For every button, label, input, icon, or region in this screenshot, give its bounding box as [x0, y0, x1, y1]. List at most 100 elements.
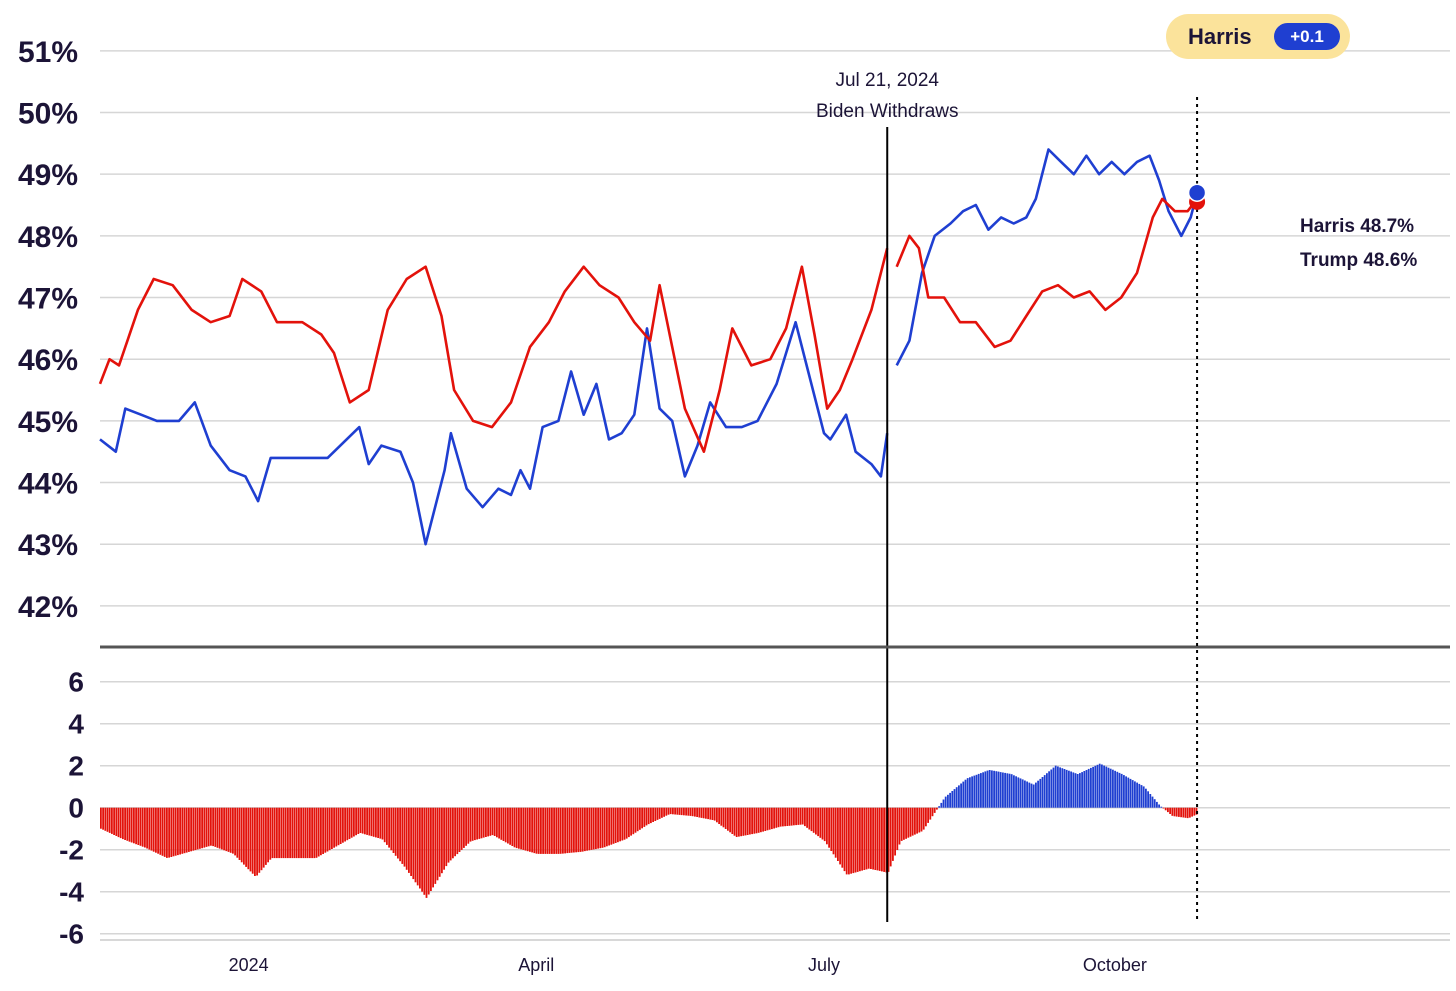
- margin-bar: [311, 807, 313, 859]
- margin-bar: [691, 807, 694, 817]
- margin-bar: [900, 807, 903, 841]
- margin-bar: [925, 807, 927, 827]
- margin-bar: [669, 807, 672, 815]
- y-tick-label: 48%: [18, 221, 78, 254]
- margin-bar: [137, 807, 140, 845]
- x-tick-label: 2024: [229, 955, 269, 975]
- margin-bar: [148, 807, 151, 850]
- margin-bar: [260, 807, 263, 871]
- margin-bar: [1017, 777, 1020, 808]
- margin-bar: [819, 807, 822, 838]
- margin-bar: [588, 807, 591, 851]
- margin-bar: [339, 807, 342, 844]
- margin-bar: [797, 807, 800, 825]
- margin-bar: [238, 807, 241, 860]
- margin-bar: [892, 807, 894, 861]
- margin-bar: [608, 807, 610, 846]
- margin-bar: [482, 807, 485, 838]
- margin-bar: [1090, 767, 1092, 808]
- margin-bar: [423, 807, 426, 895]
- margin-bar: [141, 807, 144, 847]
- margin-bar: [1120, 773, 1123, 808]
- y-tick-label: 42%: [18, 591, 78, 624]
- margin-bar: [544, 807, 547, 854]
- margin-bar: [493, 807, 496, 836]
- trump-line: [895, 197, 1199, 349]
- margin-bar: [126, 807, 129, 841]
- margin-bar: [1083, 771, 1086, 808]
- margin-bar: [518, 807, 520, 849]
- margin-bar: [201, 807, 203, 849]
- margin-bar: [179, 807, 181, 855]
- margin-bar: [1112, 769, 1114, 808]
- margin-bar: [287, 807, 289, 859]
- margin-bar: [768, 807, 771, 830]
- margin-bar: [955, 787, 958, 808]
- margin-bar: [366, 807, 368, 835]
- margin-bar: [617, 807, 619, 843]
- margin-bar: [639, 807, 641, 830]
- margin-bar: [463, 807, 465, 848]
- leader-margin-pill: +0.1: [1274, 23, 1340, 50]
- margin-bar: [485, 807, 487, 837]
- margin-bar: [144, 807, 146, 848]
- margin-bar: [1116, 771, 1119, 808]
- margin-bar: [375, 807, 377, 838]
- margin-bar: [1153, 799, 1156, 808]
- margin-bar: [218, 807, 221, 849]
- margin-bar: [586, 807, 588, 851]
- margin-bar: [245, 807, 247, 867]
- margin-bar: [1169, 807, 1171, 814]
- margin-bar: [1178, 807, 1180, 817]
- margin-bar: [276, 807, 278, 859]
- margin-bar: [870, 807, 872, 869]
- margin-bar: [282, 807, 285, 859]
- margin-bar: [760, 807, 762, 833]
- margin-bar: [454, 807, 456, 857]
- margin-bar: [949, 792, 951, 808]
- margin-bar: [804, 807, 806, 827]
- margin-bar: [1074, 773, 1077, 808]
- margin-bar: [1156, 801, 1158, 808]
- margin-bar: [766, 807, 769, 831]
- margin-bar: [876, 807, 879, 871]
- margin-bar: [1182, 807, 1185, 818]
- x-tick-label: July: [808, 955, 840, 975]
- margin-bar: [984, 771, 987, 808]
- margin-bar: [104, 807, 107, 831]
- margin-bar: [181, 807, 184, 854]
- margin-bar: [865, 807, 868, 870]
- margin-bar: [537, 807, 540, 854]
- margin-bar: [269, 807, 272, 860]
- margin-bar: [894, 807, 896, 856]
- margin-bar: [313, 807, 316, 859]
- margin-bar: [861, 807, 863, 871]
- margin-bar: [227, 807, 230, 852]
- margin-bar: [190, 807, 192, 852]
- margin-bar: [377, 807, 379, 838]
- margin-bar: [1013, 775, 1015, 808]
- margin-bar: [443, 807, 445, 870]
- margin-bar: [1054, 765, 1057, 808]
- margin-bar: [746, 807, 749, 835]
- margin-bar: [999, 772, 1002, 808]
- margin-bar: [632, 807, 635, 835]
- margin-bar: [775, 807, 778, 828]
- margin-bar: [1035, 782, 1037, 808]
- margin-bar: [828, 807, 830, 848]
- margin-bar: [185, 807, 188, 853]
- margin-bar: [995, 771, 998, 808]
- margin-bar: [922, 807, 925, 830]
- margin-bar: [419, 807, 421, 889]
- margin-bar: [801, 807, 804, 825]
- margin-bar: [1127, 777, 1130, 808]
- margin-bar: [306, 807, 309, 859]
- margin-bar: [1030, 783, 1033, 808]
- margin-bar: [830, 807, 833, 851]
- margin-bar: [982, 772, 984, 808]
- margin-bar: [753, 807, 756, 834]
- margin-bar: [150, 807, 153, 851]
- margin-bar: [564, 807, 566, 854]
- margin-bar: [731, 807, 734, 834]
- margin-bar: [636, 807, 639, 832]
